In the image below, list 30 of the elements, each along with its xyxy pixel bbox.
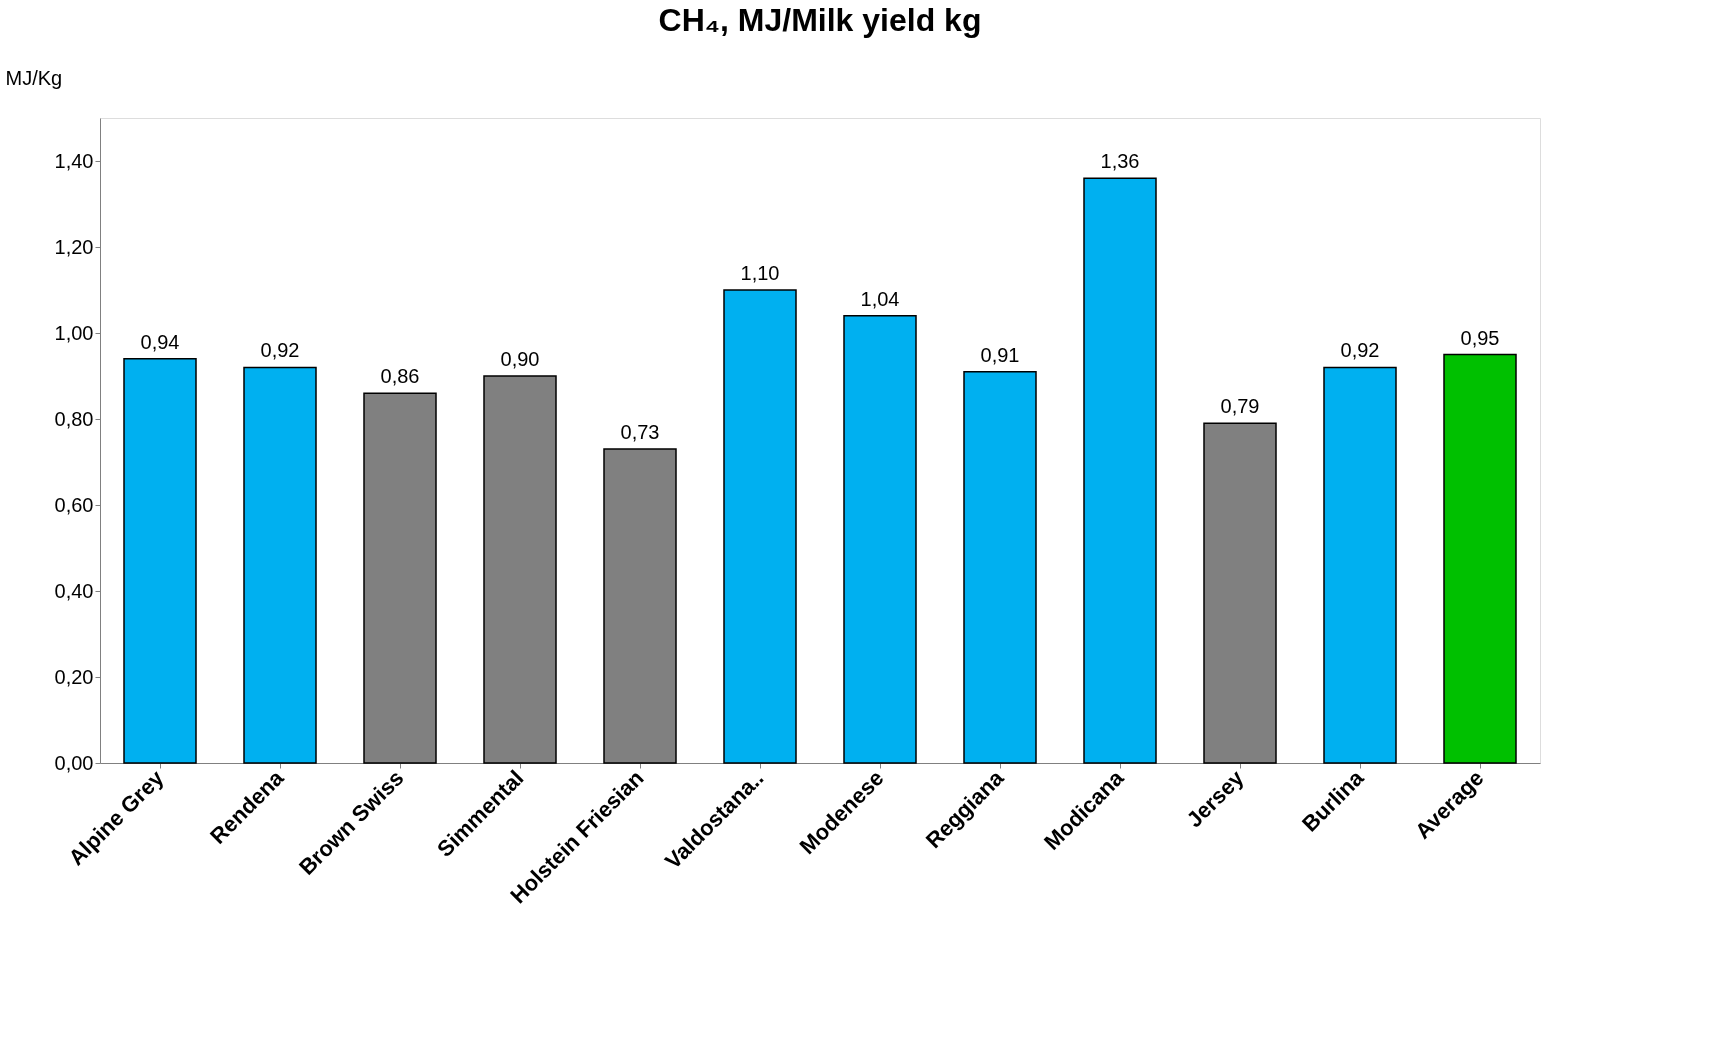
- data-label: 0,90: [500, 348, 540, 370]
- y-tick-label: 1,00: [54, 321, 94, 344]
- data-label: 0,92: [260, 339, 300, 362]
- data-label: 0,91: [980, 343, 1020, 366]
- data-label: 1,36: [1100, 150, 1140, 173]
- y-tick-label: 1,20: [54, 235, 94, 258]
- chart-title: CH₄, MJ/Milk yield kg: [658, 2, 982, 38]
- y-tick-label: 1,40: [54, 149, 94, 172]
- bar: [723, 289, 797, 764]
- y-tick-label: 0,60: [54, 493, 94, 516]
- y-tick-label: 0,80: [54, 407, 94, 430]
- data-label: 0,95: [1460, 326, 1500, 349]
- y-tick-label: 0,00: [54, 751, 94, 774]
- y-tick-label: 0,20: [54, 665, 94, 688]
- bar: [843, 315, 917, 764]
- bar: [1083, 177, 1157, 764]
- bar: [963, 370, 1037, 764]
- data-label: 0,73: [620, 421, 660, 444]
- bar: [1443, 353, 1517, 764]
- data-label: 1,04: [860, 287, 900, 310]
- bar: [1323, 366, 1397, 764]
- y-tick-label: 0,40: [54, 579, 94, 602]
- y-axis-title: MJ/Kg: [5, 66, 63, 89]
- data-label: 0,94: [140, 330, 180, 353]
- data-label: 0,79: [1220, 395, 1260, 418]
- bar: [123, 358, 197, 764]
- data-label: 1,10: [740, 262, 780, 284]
- bar: [243, 366, 317, 764]
- data-label: 0,92: [1340, 339, 1380, 362]
- data-label: 0,86: [380, 365, 420, 388]
